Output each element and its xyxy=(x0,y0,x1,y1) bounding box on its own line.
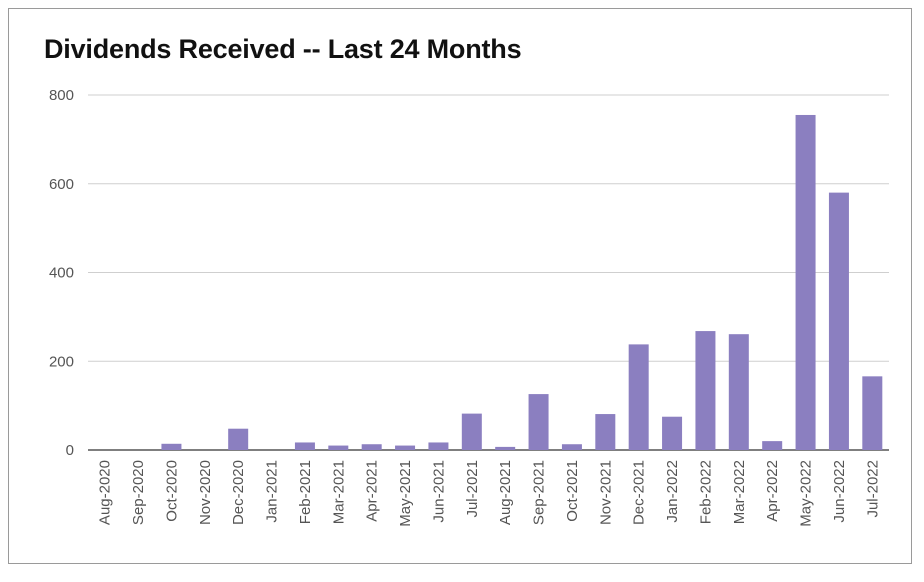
bar xyxy=(294,442,315,450)
x-tick-label: Jan-2021 xyxy=(264,460,281,523)
x-tick-label: Mar-2022 xyxy=(731,460,748,524)
bar xyxy=(762,441,783,450)
x-tick-label: Dec-2021 xyxy=(631,460,648,525)
bar xyxy=(361,444,382,450)
bar xyxy=(862,376,883,450)
bar xyxy=(228,428,249,450)
x-tick-label: May-2021 xyxy=(397,460,414,527)
bar xyxy=(461,413,482,450)
bar xyxy=(728,334,749,450)
x-tick-label: Apr-2021 xyxy=(364,460,381,522)
x-tick-label: Jul-2021 xyxy=(464,460,481,518)
bar xyxy=(695,331,716,450)
y-tick-label: 800 xyxy=(49,87,74,104)
x-tick-label: Dec-2020 xyxy=(230,460,247,525)
bar xyxy=(628,344,649,450)
y-tick-label: 200 xyxy=(49,353,74,370)
bar xyxy=(561,444,582,450)
x-tick-label: Jun-2022 xyxy=(831,460,848,523)
x-tick-label: Nov-2020 xyxy=(197,460,214,525)
x-tick-label: Oct-2021 xyxy=(564,460,581,522)
gridlines xyxy=(88,94,889,451)
x-tick-label: Apr-2022 xyxy=(764,460,781,522)
bar xyxy=(528,394,549,450)
bar xyxy=(395,445,416,450)
y-tick-label: 0 xyxy=(66,442,74,459)
x-tick-label: May-2022 xyxy=(798,460,815,527)
x-axis-ticks: Aug-2020 Sep-2020 Oct-2020 Nov-2020 Dec-2020… xyxy=(97,460,882,527)
x-tick-label: Aug-2020 xyxy=(97,460,114,525)
bar xyxy=(795,114,816,450)
x-tick-label: Sep-2021 xyxy=(531,460,548,525)
bar xyxy=(828,192,849,450)
chart-frame xyxy=(8,8,912,564)
x-tick-label: Feb-2022 xyxy=(697,460,714,524)
x-tick-label: Jan-2022 xyxy=(664,460,681,523)
y-tick-label: 400 xyxy=(49,265,74,282)
bar xyxy=(328,445,349,450)
y-tick-label: 600 xyxy=(49,176,74,193)
bar xyxy=(428,442,449,450)
x-tick-label: Nov-2021 xyxy=(597,460,614,525)
y-axis-ticks: 0 200 400 600 800 xyxy=(49,87,74,459)
x-tick-label: Sep-2020 xyxy=(130,460,147,525)
x-tick-label: Oct-2020 xyxy=(163,460,180,522)
x-tick-label: Aug-2021 xyxy=(497,460,514,525)
x-tick-label: Jul-2022 xyxy=(864,460,881,518)
x-tick-label: Feb-2021 xyxy=(297,460,314,524)
bar xyxy=(662,416,683,450)
bars xyxy=(161,114,883,450)
x-tick-label: Mar-2021 xyxy=(330,460,347,524)
bar xyxy=(595,414,616,450)
bar xyxy=(495,446,516,450)
x-tick-label: Jun-2021 xyxy=(430,460,447,523)
bar xyxy=(161,443,182,450)
chart-title: Dividends Received -- Last 24 Months xyxy=(44,34,522,64)
